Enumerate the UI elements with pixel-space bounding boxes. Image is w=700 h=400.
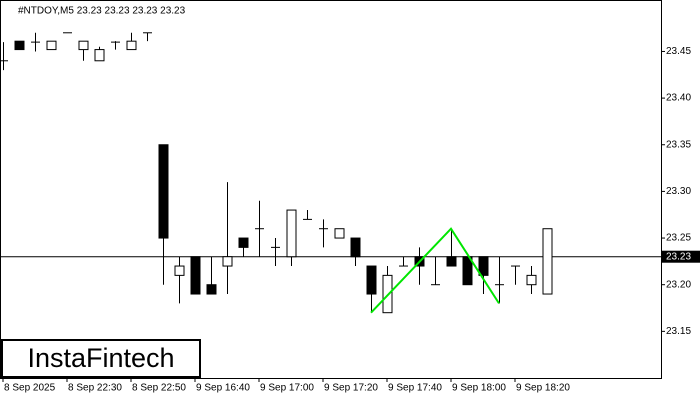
- candle-body: [238, 237, 249, 248]
- candle-body: [94, 49, 105, 62]
- candle-body: [46, 40, 57, 51]
- y-tick-label: 23.20: [666, 279, 691, 290]
- y-tick-label: 23.40: [666, 93, 691, 104]
- x-tick-label: 9 Sep 17:20: [324, 383, 378, 394]
- y-tick-label: 23.15: [666, 326, 691, 337]
- x-tick-label: 9 Sep 18:20: [516, 383, 570, 394]
- price-tag: [661, 250, 700, 263]
- logo-text: InstaFintech: [27, 343, 174, 373]
- candle-body: [462, 256, 473, 286]
- candle-body: [334, 228, 345, 239]
- x-tick-label: 8 Sep 22:30: [68, 383, 122, 394]
- candle-body: [174, 265, 185, 276]
- y-tick-label: 23.30: [666, 186, 691, 197]
- candle-body: [366, 265, 377, 295]
- x-tick-label: 9 Sep 17:00: [260, 383, 314, 394]
- x-tick-label: 8 Sep 2025: [4, 383, 56, 394]
- y-tick-label: 23.35: [666, 139, 691, 150]
- candle-body: [14, 40, 25, 51]
- candle-body: [190, 256, 201, 295]
- candle-body: [286, 209, 297, 258]
- x-tick-label: 9 Sep 18:00: [452, 383, 506, 394]
- candle-body: [478, 256, 489, 276]
- pattern-line: [370, 227, 500, 314]
- candle-body: [126, 40, 137, 51]
- x-tick-label: 8 Sep 22:50: [132, 383, 186, 394]
- candle-body: [526, 274, 537, 286]
- chart-title: #NTDOY,M5 23.23 23.23 23.23 23.23: [18, 6, 186, 17]
- candle-body: [446, 256, 457, 267]
- x-tick-label: 9 Sep 16:40: [196, 383, 250, 394]
- candle-body: [350, 237, 361, 258]
- candle-body: [206, 284, 217, 295]
- x-tick-label: 9 Sep 17:40: [388, 383, 442, 394]
- candle-body: [542, 228, 553, 295]
- candle-body: [222, 256, 233, 267]
- candle-body: [78, 40, 89, 51]
- y-tick-label: 23.25: [666, 233, 691, 244]
- logo-box: [1, 339, 201, 378]
- candle-body: [158, 144, 169, 239]
- plot-frame: [0, 0, 662, 379]
- y-tick-label: 23.45: [666, 46, 691, 57]
- price-label: 23.23: [666, 251, 691, 262]
